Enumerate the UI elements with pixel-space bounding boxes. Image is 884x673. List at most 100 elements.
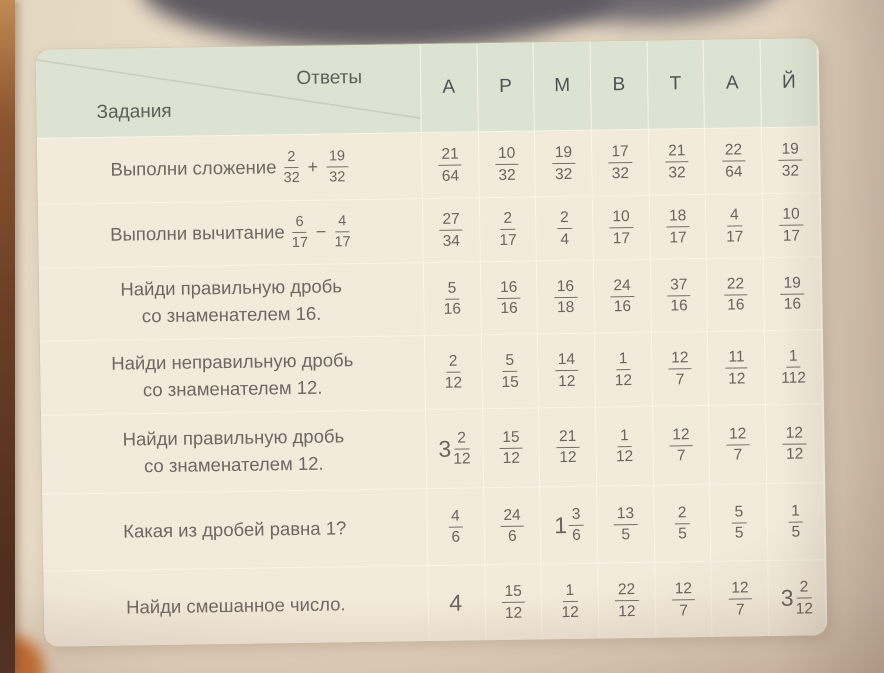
fraction-numerator: 10 [779,206,803,226]
fraction: 2 12 [444,353,463,392]
fraction-numerator: 19 [551,144,576,165]
fraction-denominator: 5 [734,524,744,542]
fraction-numerator: 22 [723,275,748,296]
fraction: 6 17 [291,214,308,251]
fraction-denominator: 32 [611,164,630,182]
answer-cell-r6-c0: 4 [428,565,486,642]
column-letter-cell-4: Т [647,39,705,129]
answer-cell-r3-c5: 11 12 [708,331,766,405]
answer-value: 3 2 12 [780,578,814,617]
fraction: 12 7 [728,579,752,619]
fraction: 22 12 [614,581,639,620]
answer-value: 13 5 [613,505,638,543]
column-letter-cell-2: М [533,41,591,131]
answer-value: 1 12 [561,582,579,621]
fraction-denominator: 7 [733,446,743,464]
task-text: Найди правильную дробь [120,274,342,304]
answer-cell-r2-c6: 19 16 [763,257,821,331]
task-text-line2: со знаменателем 12. [142,376,323,400]
fraction: 12 7 [725,425,750,464]
answer-value: 4 17 [726,206,744,245]
fraction: 22 16 [723,275,748,314]
fraction: 10 17 [779,206,803,244]
answer-cell-r6-c3: 22 12 [598,562,656,639]
answer-value: 15 12 [499,428,523,467]
fraction-numerator: 22 [614,581,639,602]
fraction-numerator: 3 [568,505,584,526]
fraction-denominator: 34 [442,232,461,250]
fraction: 16 16 [496,278,521,317]
fraction-denominator: 12 [728,369,746,388]
fraction-numerator: 2 [500,210,516,230]
fraction-denominator: 17 [334,233,351,250]
answer-cell-r4-c5: 12 7 [709,405,767,484]
answer-value: 4 [449,590,464,617]
fraction-denominator: 6 [451,528,461,546]
fraction-numerator: 12 [668,349,692,370]
fraction-numerator: 5 [731,503,747,524]
fraction-numerator: 10 [494,145,519,166]
answer-value: 12 7 [668,349,692,388]
column-letter: Т [669,73,682,95]
answer-value: 10 17 [609,208,633,247]
fraction-denominator: 16 [783,295,802,313]
task-text-line: Выполни вычитание [110,221,285,245]
answer-value: 21 12 [555,427,580,466]
answer-value: 17 32 [608,143,632,182]
diagonal-divider-line [35,59,421,119]
fraction-numerator: 1 [615,350,631,371]
fraction: 19 32 [551,144,576,183]
fraction-numerator: 2 [454,429,470,450]
fraction: 12 7 [668,349,692,388]
fraction: 2 32 [283,149,299,186]
fraction-denominator: 12 [561,603,579,621]
fraction-numerator: 24 [500,506,524,527]
column-letter-cell-5: А [703,39,761,128]
fraction-numerator: 5 [444,279,460,300]
answer-cell-r2-c5: 22 16 [707,258,764,331]
answer-cell-r5-c3: 13 5 [597,485,655,563]
fraction-denominator: 12 [615,448,634,466]
task-cell-4: Найди правильную дробь со знаменателем 12… [41,410,427,494]
task-cell-6: Найди смешанное число. [43,566,429,647]
task-cell-1: Выполни вычитание 6 17−4 17 [37,199,423,268]
fraction-numerator: 12 [728,579,752,600]
fraction: 19 32 [325,148,349,185]
task-text-line: Найди правильную дробь [120,275,343,300]
answer-value: 1 12 [614,350,633,389]
expr-fraction-value: 2 32 [283,149,299,186]
fraction-denominator: 16 [613,298,632,316]
fraction-numerator: 17 [608,143,632,164]
fraction-numerator: 2 [445,353,461,373]
fraction: 5 15 [501,352,519,391]
fraction-denominator: 16 [500,299,518,317]
fraction-denominator: 18 [556,298,575,317]
fraction-denominator: 64 [441,167,460,185]
fraction: 27 34 [439,211,463,250]
task-text: Найди смешанное число. [126,591,346,621]
answer-value: 22 64 [721,141,746,180]
fraction-denominator: 12 [504,604,523,622]
fraction: 21 64 [438,146,462,185]
fraction-numerator: 1 [788,502,803,523]
answer-value: 37 16 [667,276,691,314]
fraction-numerator: 21 [438,146,462,166]
mixed-whole-number: 1 [554,511,568,538]
fraction: 19 32 [778,141,802,179]
fraction-denominator: 7 [679,601,689,619]
fraction-numerator: 19 [325,148,349,168]
column-letter-cell-6: Й [760,38,818,128]
fraction: 12 12 [782,424,807,463]
task-text-line2: со знаменателем 16. [141,302,322,327]
fraction: 37 16 [667,276,691,314]
task-text-line: Выполни сложение [110,156,277,180]
fraction-denominator: 7 [735,600,745,619]
fraction-numerator: 10 [609,208,633,229]
desk-edge [0,0,15,673]
fraction: 17 32 [608,143,632,182]
